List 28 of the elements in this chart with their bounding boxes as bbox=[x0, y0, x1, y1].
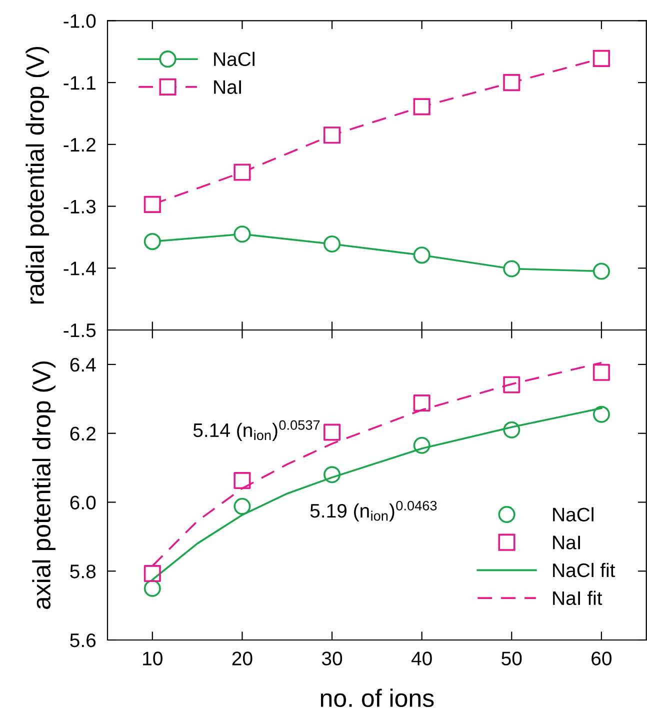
y-tick-label: -1.3 bbox=[64, 200, 96, 214]
y-tick-label: 6.4 bbox=[70, 358, 96, 372]
y-tick-label: -1.1 bbox=[64, 76, 96, 90]
y-tick-label: -1.4 bbox=[64, 262, 96, 276]
y-tick-label: 5.8 bbox=[70, 564, 96, 578]
x-tick-label: 60 bbox=[592, 652, 612, 666]
y-tick-label: -1.2 bbox=[64, 138, 96, 152]
annotation: 5.14 (n$_{ion}$)$^{0.0537}$ bbox=[193, 420, 320, 441]
legend-label: NaCl fit bbox=[553, 562, 616, 578]
y-tick-label: 6.2 bbox=[70, 426, 96, 441]
annotation: 5.19 (n$_{ion}$)$^{0.0463}$ bbox=[310, 500, 437, 522]
legend-label: NaCl bbox=[553, 507, 594, 522]
x-tick-label: 20 bbox=[232, 652, 252, 666]
legend-label: NaI bbox=[553, 536, 580, 550]
legend-label: NaI bbox=[214, 80, 241, 94]
y-axis-title: radial potential drop (V) bbox=[26, 46, 49, 304]
x-tick-label: 40 bbox=[411, 652, 432, 666]
y-tick-label: 6.0 bbox=[70, 496, 96, 510]
y-tick-label: -1.0 bbox=[64, 14, 96, 28]
legend-label: NaCl bbox=[214, 52, 254, 66]
x-axis-title: no. of ions bbox=[320, 688, 434, 708]
y-axis-title: axial potential drop (V) bbox=[32, 361, 56, 609]
x-tick-label: 10 bbox=[143, 652, 162, 666]
legend-label: NaI fit bbox=[553, 590, 602, 606]
y-tick-label: 5.6 bbox=[70, 633, 96, 648]
x-tick-label: 50 bbox=[502, 652, 522, 666]
y-tick-label: -1.5 bbox=[64, 324, 96, 338]
x-tick-label: 30 bbox=[322, 652, 342, 666]
